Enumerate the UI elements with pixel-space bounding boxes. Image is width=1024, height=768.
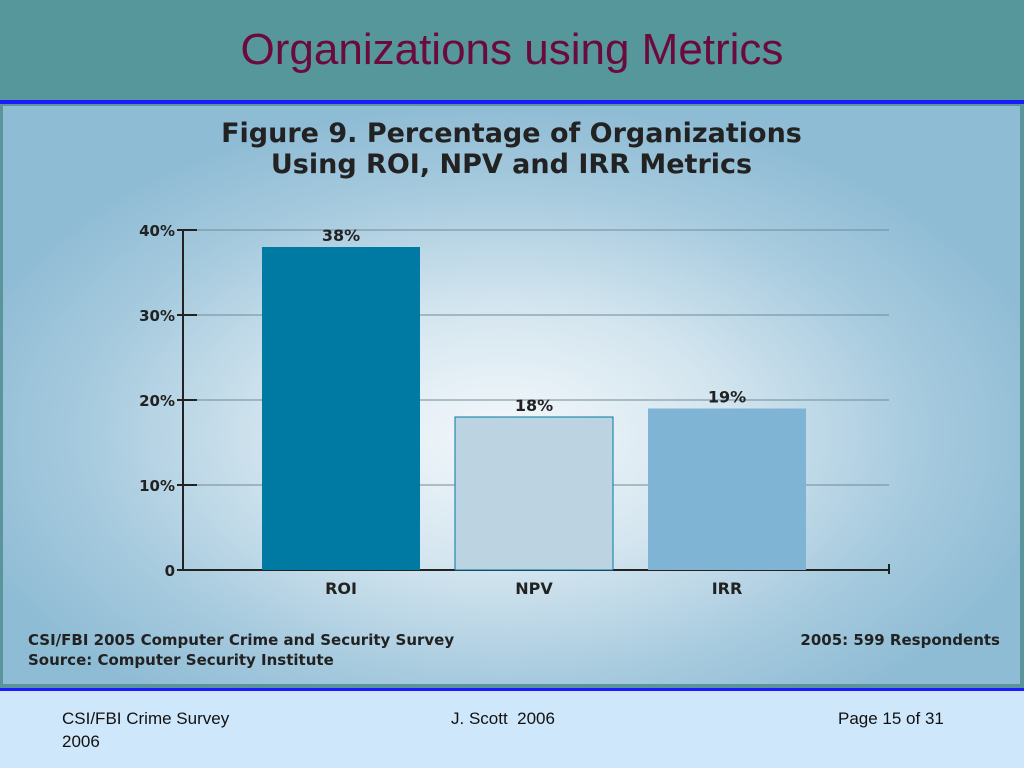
- y-tick-label: 40%: [139, 222, 175, 240]
- y-tick-label: 10%: [139, 477, 175, 495]
- source-note: Source: Computer Security Institute: [28, 651, 334, 669]
- title-bar: [0, 0, 1024, 100]
- footer-center: J. Scott 2006: [451, 709, 555, 728]
- bar-chart: 0 10% 20% 30% 40% 38% ROI 18% NPV 19% IRR: [139, 222, 890, 598]
- title-divider: [0, 100, 1024, 104]
- value-label-irr: 19%: [708, 388, 746, 407]
- category-label-npv: NPV: [515, 579, 553, 598]
- figure-panel: Figure 9. Percentage of Organizations Us…: [3, 106, 1020, 684]
- slide-title: Organizations using Metrics: [240, 25, 784, 74]
- footer-left-line-1: CSI/FBI Crime Survey: [62, 709, 230, 728]
- value-label-npv: 18%: [515, 396, 553, 415]
- survey-note: CSI/FBI 2005 Computer Crime and Security…: [28, 631, 455, 649]
- footer-divider: [0, 688, 1024, 691]
- bar-roi: [262, 247, 420, 570]
- category-label-roi: ROI: [325, 579, 357, 598]
- y-tick-label: 30%: [139, 307, 175, 325]
- footer-bar: CSI/FBI Crime Survey 2006 J. Scott 2006 …: [0, 691, 1024, 768]
- bar-irr: [648, 408, 806, 570]
- y-tick-label: 0: [165, 562, 175, 580]
- footer-page-number: Page 15 of 31: [838, 709, 944, 728]
- figure-title-line-1: Figure 9. Percentage of Organizations: [221, 118, 802, 149]
- y-tick-label: 20%: [139, 392, 175, 410]
- bar-npv: [454, 416, 614, 571]
- figure-title-line-2: Using ROI, NPV and IRR Metrics: [270, 149, 753, 180]
- figure-title: Figure 9. Percentage of Organizations Us…: [3, 118, 1020, 180]
- category-label-irr: IRR: [712, 579, 743, 598]
- respondents-note: 2005: 599 Respondents: [800, 631, 1000, 649]
- footer-left-line-2: 2006: [62, 732, 100, 751]
- value-label-roi: 38%: [322, 226, 360, 245]
